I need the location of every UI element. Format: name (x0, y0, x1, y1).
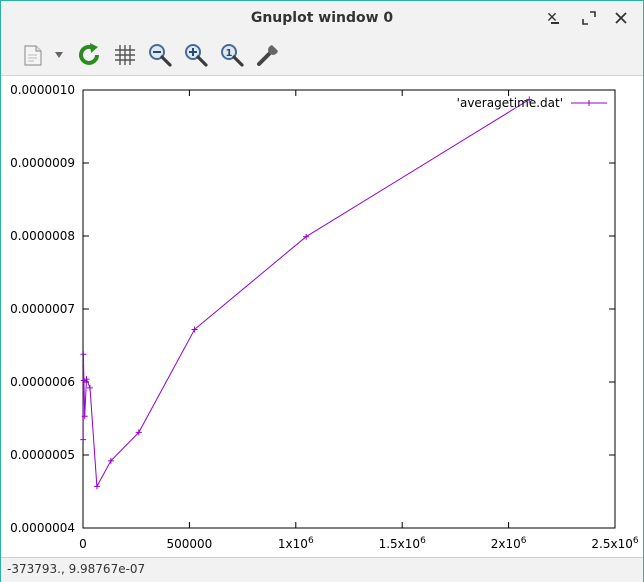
data-point (191, 326, 198, 333)
y-tick-label: 0.0000009 (10, 156, 75, 170)
restore-icon (582, 11, 596, 25)
x-tick-label-text: 2x10 (491, 537, 521, 551)
zoom-fit-icon: 1 (221, 44, 244, 67)
y-tick-label: 0.0000004 (10, 521, 75, 535)
plot-border (82, 89, 616, 529)
minimize-window-button[interactable] (544, 7, 566, 29)
status-bar: -373793., 9.98767e-07 (1, 557, 643, 582)
plot-area[interactable]: 0.0000004 0.0000005 0.0000006 0.0000007 0.00… (1, 75, 643, 557)
y-tick-label: 0.0000005 (10, 448, 75, 462)
close-window-button[interactable] (610, 7, 632, 29)
y-tick-label: 0.0000007 (10, 302, 75, 316)
clipboard-icon (24, 45, 42, 66)
x-axis: 0 500000 1x106 1.5x106 2x106 2.5x106 (79, 90, 639, 551)
svg-text:1: 1 (226, 48, 233, 59)
settings-button[interactable] (254, 41, 282, 69)
coordinate-readout: -373793., 9.98767e-07 (7, 562, 146, 576)
x-tick-label-exponent: 6 (633, 536, 639, 546)
data-point (107, 457, 114, 464)
legend: 'averagetime.dat' (457, 96, 607, 110)
series-group (80, 96, 533, 490)
copy-to-clipboard-button[interactable] (19, 41, 47, 69)
data-point (80, 377, 87, 384)
data-point (303, 233, 310, 240)
data-point (135, 429, 142, 436)
minimize-icon (551, 22, 559, 24)
x-tick-label-text: 1.5x10 (379, 537, 420, 551)
zoom-in-button[interactable] (182, 41, 210, 69)
x-tick-label: 2.5x106 (591, 536, 638, 551)
legend-label: 'averagetime.dat' (457, 96, 563, 110)
minimize-icon: ✕ (546, 10, 558, 26)
x-tick-label-text: 2.5x10 (591, 537, 632, 551)
x-tick-label: 2x106 (491, 536, 527, 551)
y-tick-label: 0.0000006 (10, 375, 75, 389)
x-tick-label-text: 500000 (166, 537, 212, 551)
x-tick-label-exponent: 6 (521, 536, 527, 546)
refresh-icon (79, 43, 99, 65)
close-icon (615, 12, 627, 24)
dropdown-arrow-icon (55, 52, 63, 58)
x-tick-label-exponent: 6 (308, 536, 314, 546)
x-tick-label: 1x106 (278, 536, 314, 551)
window-title: Gnuplot window 0 (250, 10, 394, 26)
zoom-fit-button[interactable]: 1 (218, 41, 246, 69)
chart-svg[interactable]: 0.0000004 0.0000005 0.0000006 0.0000007 0.00… (1, 76, 643, 557)
x-tick-label: 0 (79, 537, 87, 551)
zoom-in-icon (185, 44, 208, 67)
zoom-out-icon (149, 44, 172, 67)
x-tick-label-text: 0 (79, 537, 87, 551)
x-tick-label-exponent: 6 (420, 536, 426, 546)
zoom-out-button[interactable] (146, 41, 174, 69)
y-tick-label: 0.0000008 (10, 229, 75, 243)
y-axis: 0.0000004 0.0000005 0.0000006 0.0000007 0.00… (10, 83, 615, 535)
menu-dropdown-button[interactable] (49, 41, 69, 69)
data-point (86, 384, 93, 391)
x-tick-label: 1.5x106 (379, 536, 426, 551)
data-point (80, 436, 87, 443)
toggle-grid-button[interactable] (111, 41, 139, 69)
data-point (80, 351, 87, 358)
data-point (83, 376, 90, 383)
data-point (93, 483, 100, 490)
title-bar-controls (1, 1, 643, 35)
legend-marker (586, 100, 592, 106)
series-line (82, 99, 530, 489)
toolbar: 1 (1, 35, 643, 75)
wrench-icon (257, 45, 278, 66)
x-tick-label-text: 1x10 (278, 537, 308, 551)
title-bar: Gnuplot window 0 ✕ (1, 1, 643, 35)
y-tick-label: 0.0000010 (10, 83, 75, 97)
data-point (81, 413, 88, 420)
x-tick-label: 500000 (166, 537, 212, 551)
restore-window-button[interactable] (578, 7, 600, 29)
minimize-button[interactable]: ✕ (541, 7, 563, 29)
data-point (526, 96, 533, 103)
replot-button[interactable] (75, 41, 103, 69)
grid-icon (115, 45, 135, 65)
